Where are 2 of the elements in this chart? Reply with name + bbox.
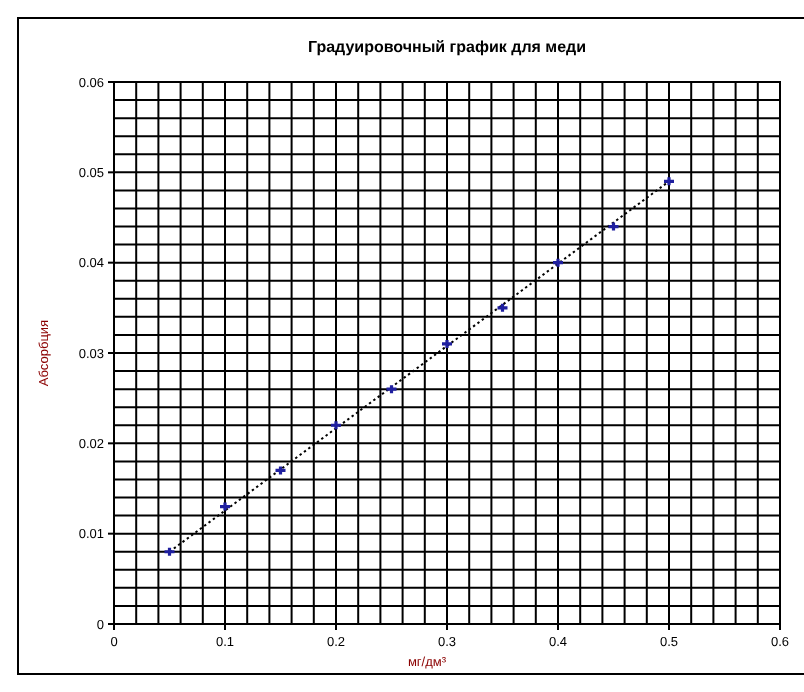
- point: [440, 338, 454, 350]
- chart-title: Градуировочный график для меди: [307, 38, 587, 56]
